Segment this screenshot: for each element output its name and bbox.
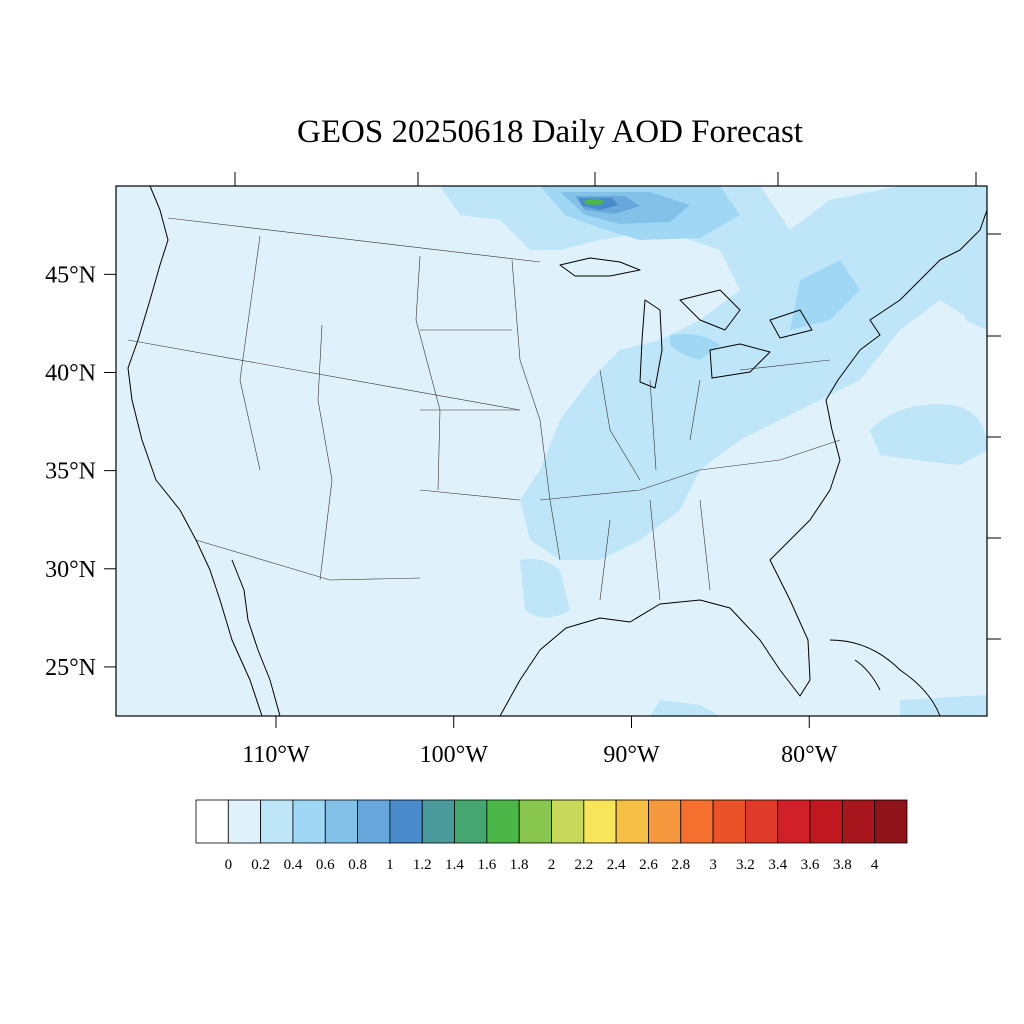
colorbar-label: 0.6: [316, 857, 335, 873]
colorbar-swatch: [389, 799, 423, 844]
colorbar-label: 3.2: [736, 857, 755, 873]
colorbar-swatch: [518, 799, 552, 844]
lat-tick-label: 35°N: [45, 459, 96, 485]
colorbar-label: 0.8: [348, 857, 367, 873]
coastlines: [127, 186, 987, 716]
colorbar-swatch: [195, 799, 229, 844]
colorbar-label: 2.4: [607, 857, 626, 873]
colorbar-label: 2.2: [574, 857, 593, 873]
colorbar-swatch: [324, 799, 358, 844]
latitude-axis: 45°N 40°N 35°N 30°N 25°N: [45, 233, 1001, 681]
colorbar-label: 1.6: [477, 857, 496, 873]
colorbar-label: 1.4: [445, 857, 464, 873]
colorbar-swatch: [712, 799, 746, 844]
colorbar-swatch: [615, 799, 649, 844]
colorbar-label: 1: [386, 857, 394, 873]
colorbar-label: 1.8: [510, 857, 529, 873]
colorbar-swatch: [486, 799, 520, 844]
colorbar-label: 3: [709, 857, 717, 873]
colorbar-swatch: [421, 799, 455, 844]
colorbar-swatch: [292, 799, 326, 844]
colorbar-swatch: [454, 799, 488, 844]
colorbar-swatch: [260, 799, 294, 844]
map-panel: 110°W 100°W 90°W 80°W 45°N 40°N 35°N 30°N 25°N: [45, 172, 1001, 768]
colorbar-swatch: [777, 799, 811, 844]
colorbar-label: 2: [548, 857, 556, 873]
colorbar-label: 2.8: [671, 857, 690, 873]
lon-tick-label: 90°W: [603, 742, 660, 768]
colorbar: 0 0.2 0.4 0.6 0.8 1 1.2 1.4 1.6 1.8 2 2.2 2.4 2.6 2.8 3…: [195, 799, 908, 873]
colorbar-label: 0.2: [251, 857, 270, 873]
lat-tick-label: 30°N: [45, 557, 96, 583]
colorbar-swatch: [680, 799, 714, 844]
map-title: GEOS 20250618 Daily AOD Forecast: [297, 114, 803, 150]
colorbar-label: 2.6: [639, 857, 658, 873]
longitude-axis: 110°W 100°W 90°W 80°W: [234, 172, 977, 768]
aod-contours: [440, 186, 987, 716]
colorbar-swatch: [551, 799, 585, 844]
colorbar-label: 0: [225, 857, 233, 873]
aod-band-1.6-1.8: [584, 199, 604, 205]
colorbar-swatch: [809, 799, 843, 844]
state-borders: [127, 217, 841, 601]
colorbar-swatch: [227, 799, 262, 844]
lon-tick-label: 100°W: [420, 742, 489, 768]
lon-tick-label: 110°W: [242, 742, 310, 768]
lat-tick-label: 45°N: [45, 262, 96, 288]
lon-tick-label: 80°W: [781, 742, 838, 768]
colorbar-swatch: [583, 799, 617, 844]
colorbar-label: 3.6: [801, 857, 820, 873]
colorbar-label: 4: [871, 857, 879, 873]
colorbar-label: 1.2: [413, 857, 432, 873]
lat-tick-label: 25°N: [45, 655, 96, 681]
lat-tick-label: 40°N: [45, 360, 96, 386]
colorbar-swatch: [357, 799, 391, 844]
colorbar-label: 3.4: [768, 857, 787, 873]
colorbar-swatch: [648, 799, 682, 844]
colorbar-swatch: [745, 799, 779, 844]
map-frame: [115, 185, 988, 717]
colorbar-label: 0.4: [284, 857, 303, 873]
colorbar-label: 3.8: [833, 857, 852, 873]
colorbar-swatch: [874, 799, 908, 844]
colorbar-swatch: [841, 799, 876, 844]
